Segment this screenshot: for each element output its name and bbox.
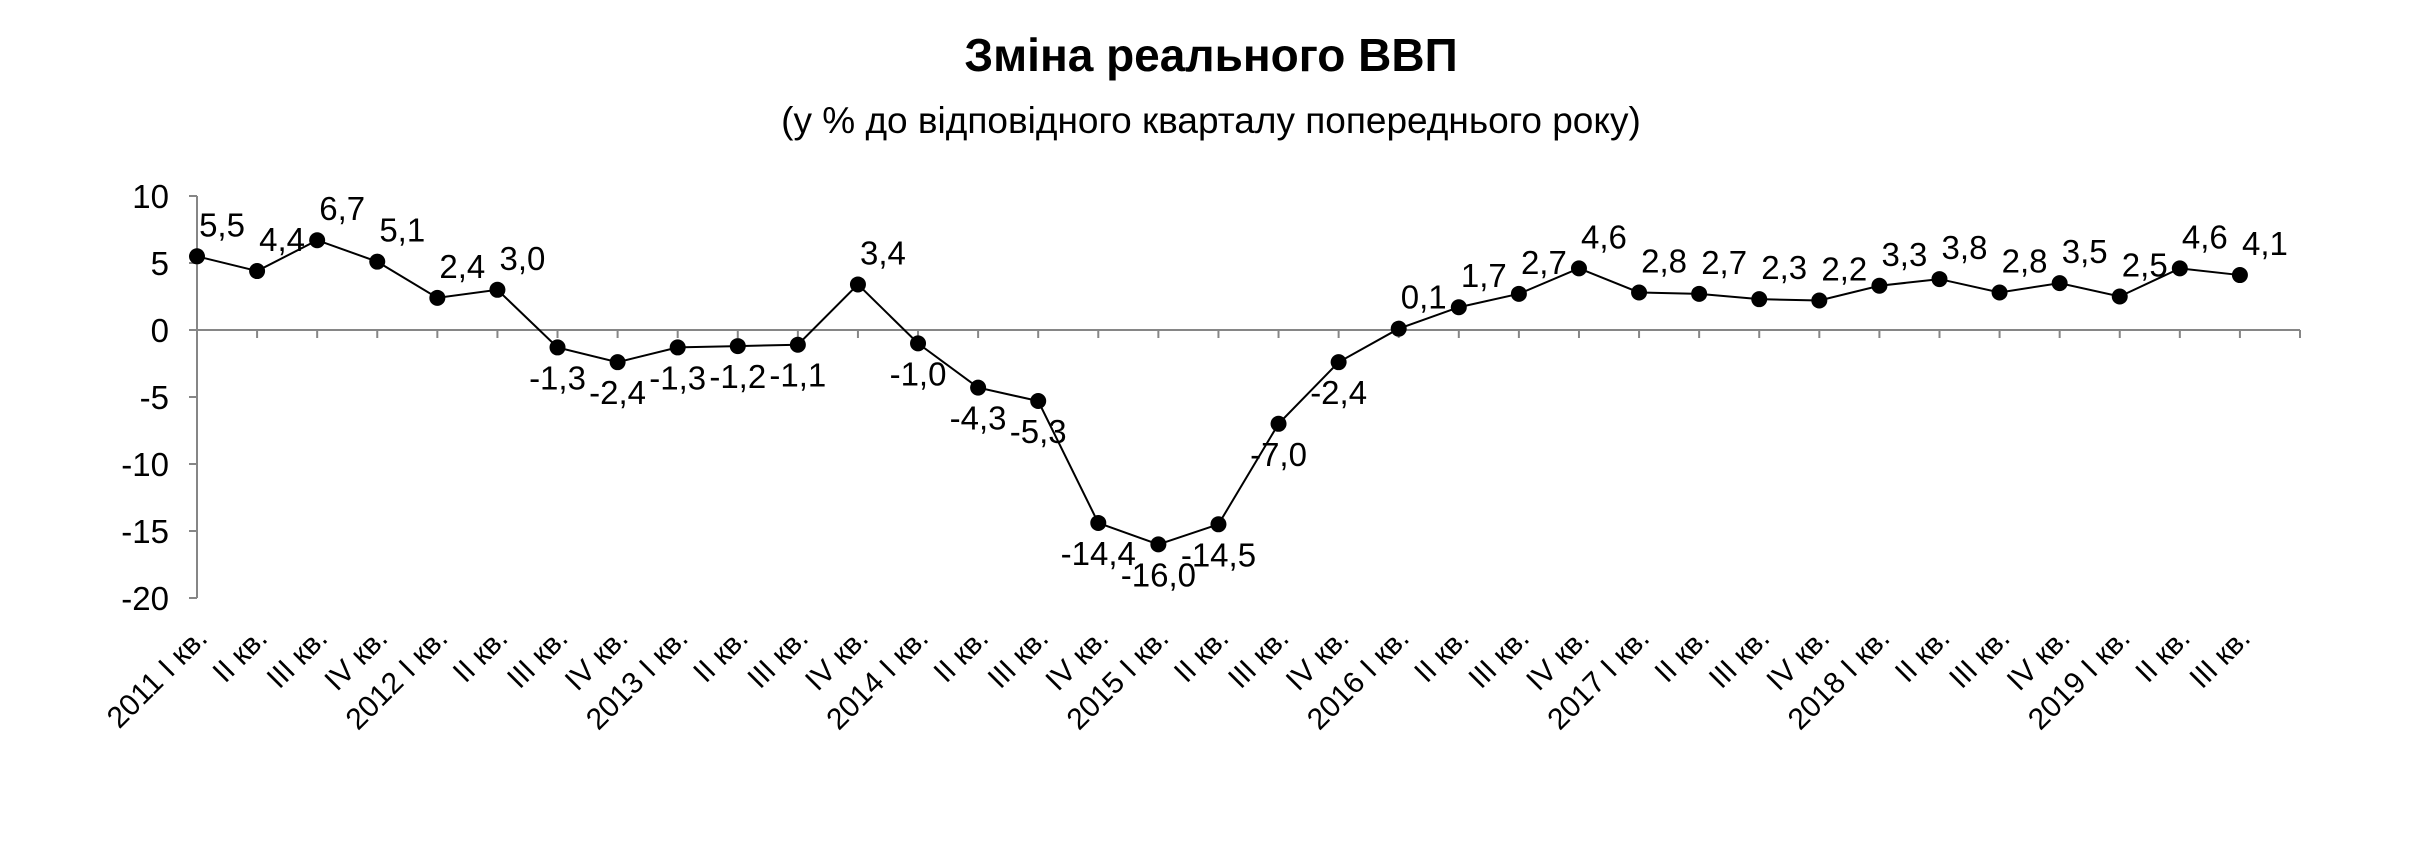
data-label: -16,0 [1121,556,1196,593]
data-label: 4,4 [259,221,305,258]
y-tick-label: 10 [132,178,169,215]
data-point [1330,354,1347,371]
data-point [609,354,626,371]
data-point [2231,267,2248,284]
data-point [789,336,806,353]
y-tick-label: 5 [151,245,169,282]
data-label: 3,3 [1881,236,1927,273]
x-tick-label: ІІ кв. [447,622,514,689]
data-point [1090,514,1107,531]
x-tick-label: ІІІ кв. [2184,622,2257,695]
data-point [970,379,987,396]
data-label: 2,8 [1641,242,1687,279]
x-tick-label: ІІІ кв. [501,622,574,695]
y-tick-label: -15 [121,513,169,550]
data-point [1450,299,1467,316]
data-point [429,289,446,306]
data-point [1991,284,2008,301]
data-label: 2,4 [439,248,485,285]
data-label: 2,7 [1701,244,1747,281]
data-label: 3,5 [2062,233,2108,270]
data-point [1150,536,1167,553]
data-point [729,338,746,355]
data-point [1871,277,1888,294]
data-label: 2,8 [2002,242,2048,279]
data-label: 3,4 [860,234,906,271]
data-label: -1,2 [709,358,766,395]
data-label: -1,1 [769,357,826,394]
data-point [369,253,386,270]
x-tick-label: ІІ кв. [207,622,274,689]
y-tick-label: -5 [140,379,169,416]
data-point [1210,516,1227,533]
x-tick-label: ІІІ кв. [1703,622,1776,695]
data-point [1811,292,1828,309]
data-label: 2,2 [1821,251,1867,288]
data-label: -7,0 [1250,436,1307,473]
data-label: 3,8 [1942,229,1988,266]
x-tick-label: ІІ кв. [1889,622,1956,689]
data-label: 4,1 [2242,225,2288,262]
data-point [1390,320,1407,337]
data-point [1691,285,1708,302]
data-label: -4,3 [950,400,1007,437]
data-label: 4,6 [1581,218,1627,255]
data-label: -2,4 [589,374,646,411]
data-label: -1,3 [649,359,706,396]
data-label: 0,1 [1401,279,1447,316]
x-tick-label: ІІІ кв. [261,622,334,695]
data-point [1751,291,1768,308]
x-tick-label: ІІІ кв. [982,622,1055,695]
data-label: -5,3 [1010,413,1067,450]
data-point [2171,260,2188,277]
data-point [549,339,566,356]
x-tick-label: ІІ кв. [1649,622,1716,689]
x-tick-label: ІІ кв. [2129,622,2196,689]
data-point [1270,415,1287,432]
data-point [849,276,866,293]
data-label: 1,7 [1461,257,1507,294]
data-label: -2,4 [1310,374,1367,411]
data-point [1030,393,1047,410]
data-point [1570,260,1587,277]
data-point [910,335,927,352]
chart-title: Зміна реального ВВП [964,29,1458,81]
data-point [189,248,205,265]
x-tick-label: ІІІ кв. [1943,622,2016,695]
x-tick-label: ІІІ кв. [1222,622,1295,695]
x-tick-label: ІІ кв. [928,622,995,689]
data-label: 2,3 [1761,249,1807,286]
x-tick-label: 2011 І кв. [101,622,214,735]
x-tick-label: ІІ кв. [1168,622,1235,689]
data-label: -14,5 [1181,536,1256,573]
y-tick-label: -20 [121,580,169,617]
data-point [1510,285,1527,302]
data-point [249,263,266,280]
chart-subtitle: (у % до відповідного кварталу попередньо… [781,100,1641,141]
data-label: 5,1 [379,212,425,249]
data-label: 3,0 [499,240,545,277]
data-label: 2,7 [1521,244,1567,281]
x-tick-label: ІІІ кв. [741,622,814,695]
x-tick-label: ІІ кв. [687,622,754,689]
data-label: -14,4 [1061,535,1136,572]
data-label: 4,6 [2182,218,2228,255]
data-point [1631,284,1648,301]
x-tick-label: ІІІ кв. [1462,622,1535,695]
data-point [2111,288,2128,305]
data-point [309,232,326,249]
data-point [669,339,686,356]
y-tick-label: 0 [151,312,169,349]
data-label: -1,0 [890,355,947,392]
y-tick-label: -10 [121,446,169,483]
data-label: 2,5 [2122,247,2168,284]
data-label: 6,7 [319,190,365,227]
data-label: 5,5 [199,206,245,243]
data-point [489,281,506,298]
data-label: -1,3 [529,359,586,396]
data-point [1931,271,1948,288]
data-point [2051,275,2068,292]
x-tick-label: ІІ кв. [1408,622,1475,689]
